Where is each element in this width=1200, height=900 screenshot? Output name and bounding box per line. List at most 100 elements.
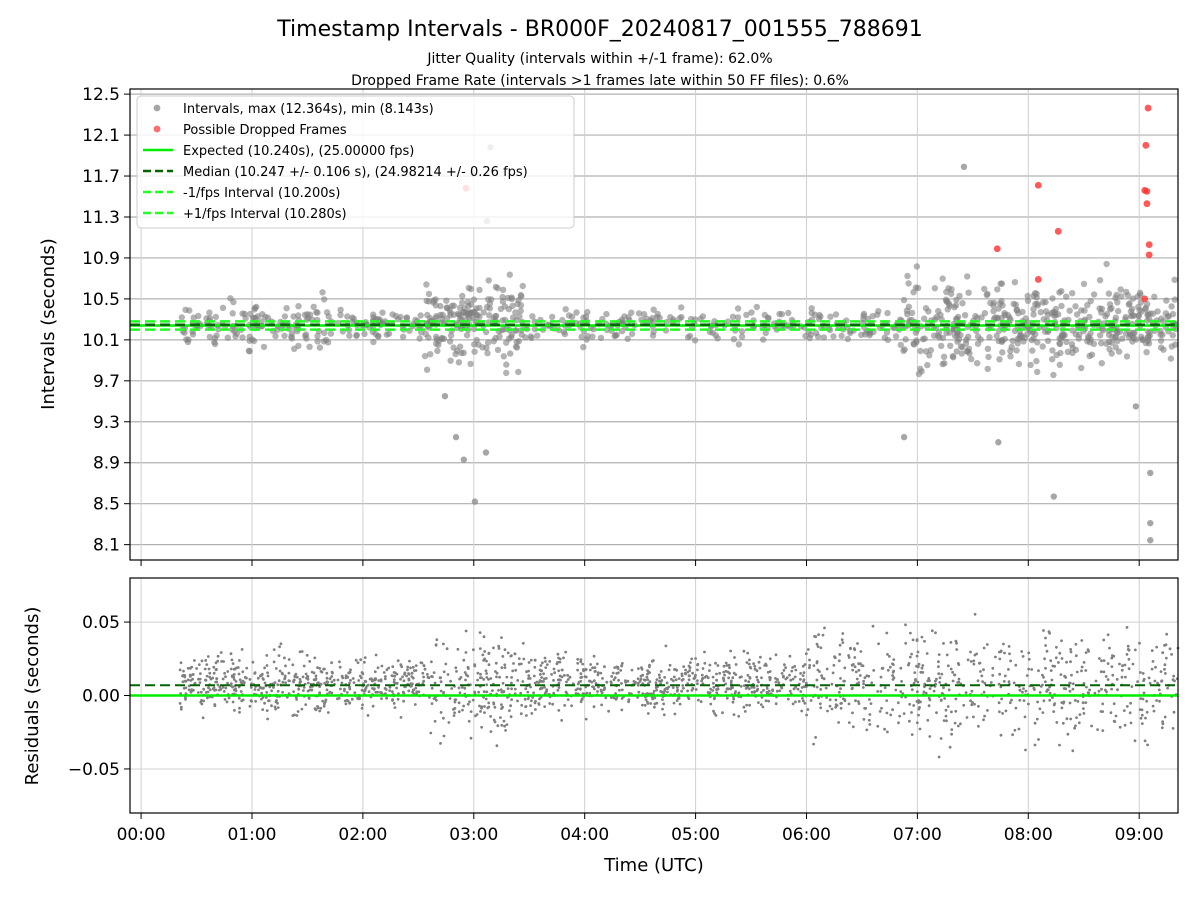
residual-point	[330, 661, 333, 665]
residual-point	[500, 690, 504, 694]
residual-point	[1042, 699, 1046, 703]
residual-point	[274, 667, 278, 670]
residual-point	[360, 671, 364, 674]
interval-point	[467, 360, 474, 368]
residual-point	[789, 678, 793, 682]
residual-point	[648, 665, 651, 669]
residual-point	[921, 671, 925, 674]
residual-point	[878, 710, 882, 713]
residual-point	[406, 668, 409, 672]
dropped-frame-point	[1145, 241, 1153, 249]
residual-point	[1038, 707, 1042, 711]
residual-point	[422, 664, 426, 667]
interval-point	[281, 313, 289, 320]
interval-point	[1090, 291, 1098, 298]
residual-point	[214, 688, 218, 692]
residual-point	[318, 667, 322, 670]
residual-point	[805, 713, 808, 717]
residual-point	[862, 718, 866, 721]
interval-point	[808, 309, 815, 317]
residual-point	[371, 687, 374, 690]
residual-point	[1101, 729, 1105, 732]
residual-point	[972, 715, 975, 719]
residual-point	[510, 681, 513, 685]
interval-point	[946, 302, 953, 309]
residual-point	[376, 690, 379, 694]
interval-point	[417, 312, 424, 319]
intervals-y-tick-label: 8.5	[93, 495, 120, 515]
residual-point	[1060, 706, 1064, 710]
residual-point	[851, 668, 855, 672]
residual-point	[377, 686, 380, 689]
residual-point	[339, 687, 342, 691]
residual-point	[965, 716, 969, 719]
residual-point	[596, 690, 599, 693]
residual-point	[617, 678, 620, 682]
residual-point	[624, 679, 627, 683]
residual-point	[1141, 697, 1145, 701]
residual-point	[458, 691, 462, 695]
interval-point	[1119, 335, 1126, 342]
residual-point	[1069, 650, 1073, 654]
residual-point	[937, 665, 940, 669]
interval-point	[500, 353, 507, 360]
residuals-y-tick-label: 0.05	[82, 613, 120, 633]
residual-point	[609, 681, 613, 685]
residual-point	[994, 655, 997, 659]
residual-point	[411, 688, 415, 692]
residual-point	[302, 664, 306, 668]
interval-point	[441, 392, 449, 400]
residual-point	[502, 719, 506, 723]
residual-point	[199, 672, 202, 675]
residual-point	[211, 676, 215, 680]
residual-point	[784, 666, 787, 670]
residual-point	[1068, 701, 1072, 705]
dropped-frames-points	[462, 104, 1153, 303]
residual-point	[918, 706, 921, 709]
residual-point	[273, 681, 277, 684]
residual-point	[853, 665, 857, 669]
residual-point	[1050, 678, 1054, 682]
residual-point	[1170, 653, 1173, 656]
residual-point	[1115, 678, 1119, 681]
residual-point	[1161, 651, 1165, 655]
residual-point	[802, 685, 806, 689]
residual-point	[203, 667, 207, 671]
residual-point	[980, 674, 984, 678]
residual-point	[760, 691, 763, 694]
residual-point	[489, 715, 492, 718]
residual-point	[591, 666, 594, 670]
residual-point	[1010, 698, 1013, 702]
residual-point	[696, 668, 699, 672]
residual-point	[523, 697, 527, 701]
residual-point	[637, 667, 640, 670]
residual-point	[1143, 739, 1147, 743]
residual-point	[839, 677, 842, 680]
interval-point	[476, 286, 483, 294]
interval-point	[914, 284, 922, 292]
residual-point	[1008, 652, 1011, 656]
interval-point	[985, 353, 992, 361]
residual-point	[427, 676, 431, 680]
residual-point	[1141, 672, 1145, 675]
interval-point	[288, 330, 296, 337]
residual-point	[1084, 701, 1088, 704]
residual-point	[262, 686, 265, 690]
residual-point	[513, 687, 517, 691]
residual-point	[308, 685, 312, 689]
residual-point	[221, 685, 225, 689]
residual-point	[348, 681, 351, 685]
interval-point	[1169, 310, 1177, 318]
interval-point	[425, 290, 433, 298]
residual-point	[1160, 726, 1164, 730]
residual-point	[419, 661, 423, 664]
residual-point	[904, 641, 908, 645]
residual-point	[539, 686, 543, 690]
residual-point	[372, 679, 375, 682]
residual-point	[823, 626, 826, 630]
residual-point	[388, 685, 392, 689]
residual-point	[791, 666, 794, 669]
residual-point	[588, 691, 592, 695]
intervals-y-label: Intervals (seconds)	[38, 238, 59, 410]
